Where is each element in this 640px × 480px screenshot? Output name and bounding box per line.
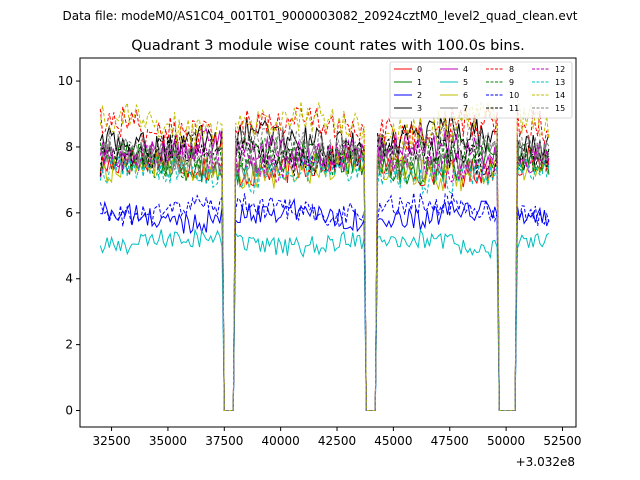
series-line-5 bbox=[99, 228, 550, 411]
x-tick-label: 45000 bbox=[374, 434, 412, 448]
legend-entry-5: 5 bbox=[440, 78, 468, 87]
legend-entry-3: 3 bbox=[394, 104, 422, 113]
legend-label: 8 bbox=[509, 65, 514, 74]
legend-label: 9 bbox=[509, 78, 514, 87]
x-tick-label: 52500 bbox=[543, 434, 581, 448]
x-tick-label: 50000 bbox=[487, 434, 525, 448]
x-tick-label: 42500 bbox=[318, 434, 356, 448]
y-tick-label: 4 bbox=[65, 272, 73, 286]
y-tick-label: 6 bbox=[65, 206, 73, 220]
legend-entry-12: 12 bbox=[532, 65, 565, 74]
legend-entry-6: 6 bbox=[440, 91, 468, 100]
legend-label: 6 bbox=[463, 91, 468, 100]
legend-label: 3 bbox=[417, 104, 422, 113]
legend-label: 11 bbox=[509, 104, 519, 113]
legend-label: 7 bbox=[463, 104, 468, 113]
legend-label: 2 bbox=[417, 91, 422, 100]
series-line-14 bbox=[99, 99, 550, 411]
legend-entry-15: 15 bbox=[532, 104, 565, 113]
series-line-10 bbox=[99, 192, 550, 411]
legend-label: 0 bbox=[417, 65, 422, 74]
legend-entry-2: 2 bbox=[394, 91, 422, 100]
legend-label: 4 bbox=[463, 65, 468, 74]
legend-entry-10: 10 bbox=[486, 91, 519, 100]
legend-label: 10 bbox=[509, 91, 519, 100]
legend-label: 5 bbox=[463, 78, 468, 87]
legend-label: 14 bbox=[555, 91, 565, 100]
legend-entry-7: 7 bbox=[440, 104, 468, 113]
x-tick-label: 47500 bbox=[431, 434, 469, 448]
y-tick-label: 2 bbox=[65, 338, 73, 352]
legend-entry-4: 4 bbox=[440, 65, 468, 74]
legend-label: 15 bbox=[555, 104, 565, 113]
legend-label: 1 bbox=[417, 78, 422, 87]
legend-label: 12 bbox=[555, 65, 565, 74]
legend-label: 13 bbox=[555, 78, 565, 87]
series-line-8 bbox=[99, 106, 550, 411]
y-axis: 0 2 4 6 8 10 bbox=[58, 74, 80, 418]
x-tick-label: 35000 bbox=[149, 434, 187, 448]
legend-box bbox=[389, 61, 573, 119]
y-tick-label: 10 bbox=[58, 74, 73, 88]
x-tick-label: 37500 bbox=[205, 434, 243, 448]
legend-entry-11: 11 bbox=[486, 104, 519, 113]
suptitle: Data file: modeM0/AS1C04_001T01_90000030… bbox=[62, 9, 577, 23]
legend-entry-13: 13 bbox=[532, 78, 565, 87]
series-layer bbox=[99, 99, 550, 411]
chart-title: Quadrant 3 module wise count rates with … bbox=[131, 38, 525, 54]
legend-entry-0: 0 bbox=[394, 65, 422, 74]
legend-entry-9: 9 bbox=[486, 78, 514, 87]
x-axis: 32500 35000 37500 40000 42500 45000 47500 50000… bbox=[92, 427, 582, 448]
legend-entry-14: 14 bbox=[532, 91, 565, 100]
y-tick-label: 0 bbox=[65, 404, 73, 418]
x-offset-label: +3.032e8 bbox=[516, 455, 575, 469]
series-line-11 bbox=[99, 130, 550, 411]
plot-frame bbox=[79, 57, 577, 428]
legend-entry-1: 1 bbox=[394, 78, 422, 87]
y-tick-label: 8 bbox=[65, 140, 73, 154]
legend-entry-8: 8 bbox=[486, 65, 514, 74]
x-tick-label: 32500 bbox=[92, 434, 130, 448]
x-tick-label: 40000 bbox=[262, 434, 300, 448]
series-line-15 bbox=[99, 124, 550, 411]
